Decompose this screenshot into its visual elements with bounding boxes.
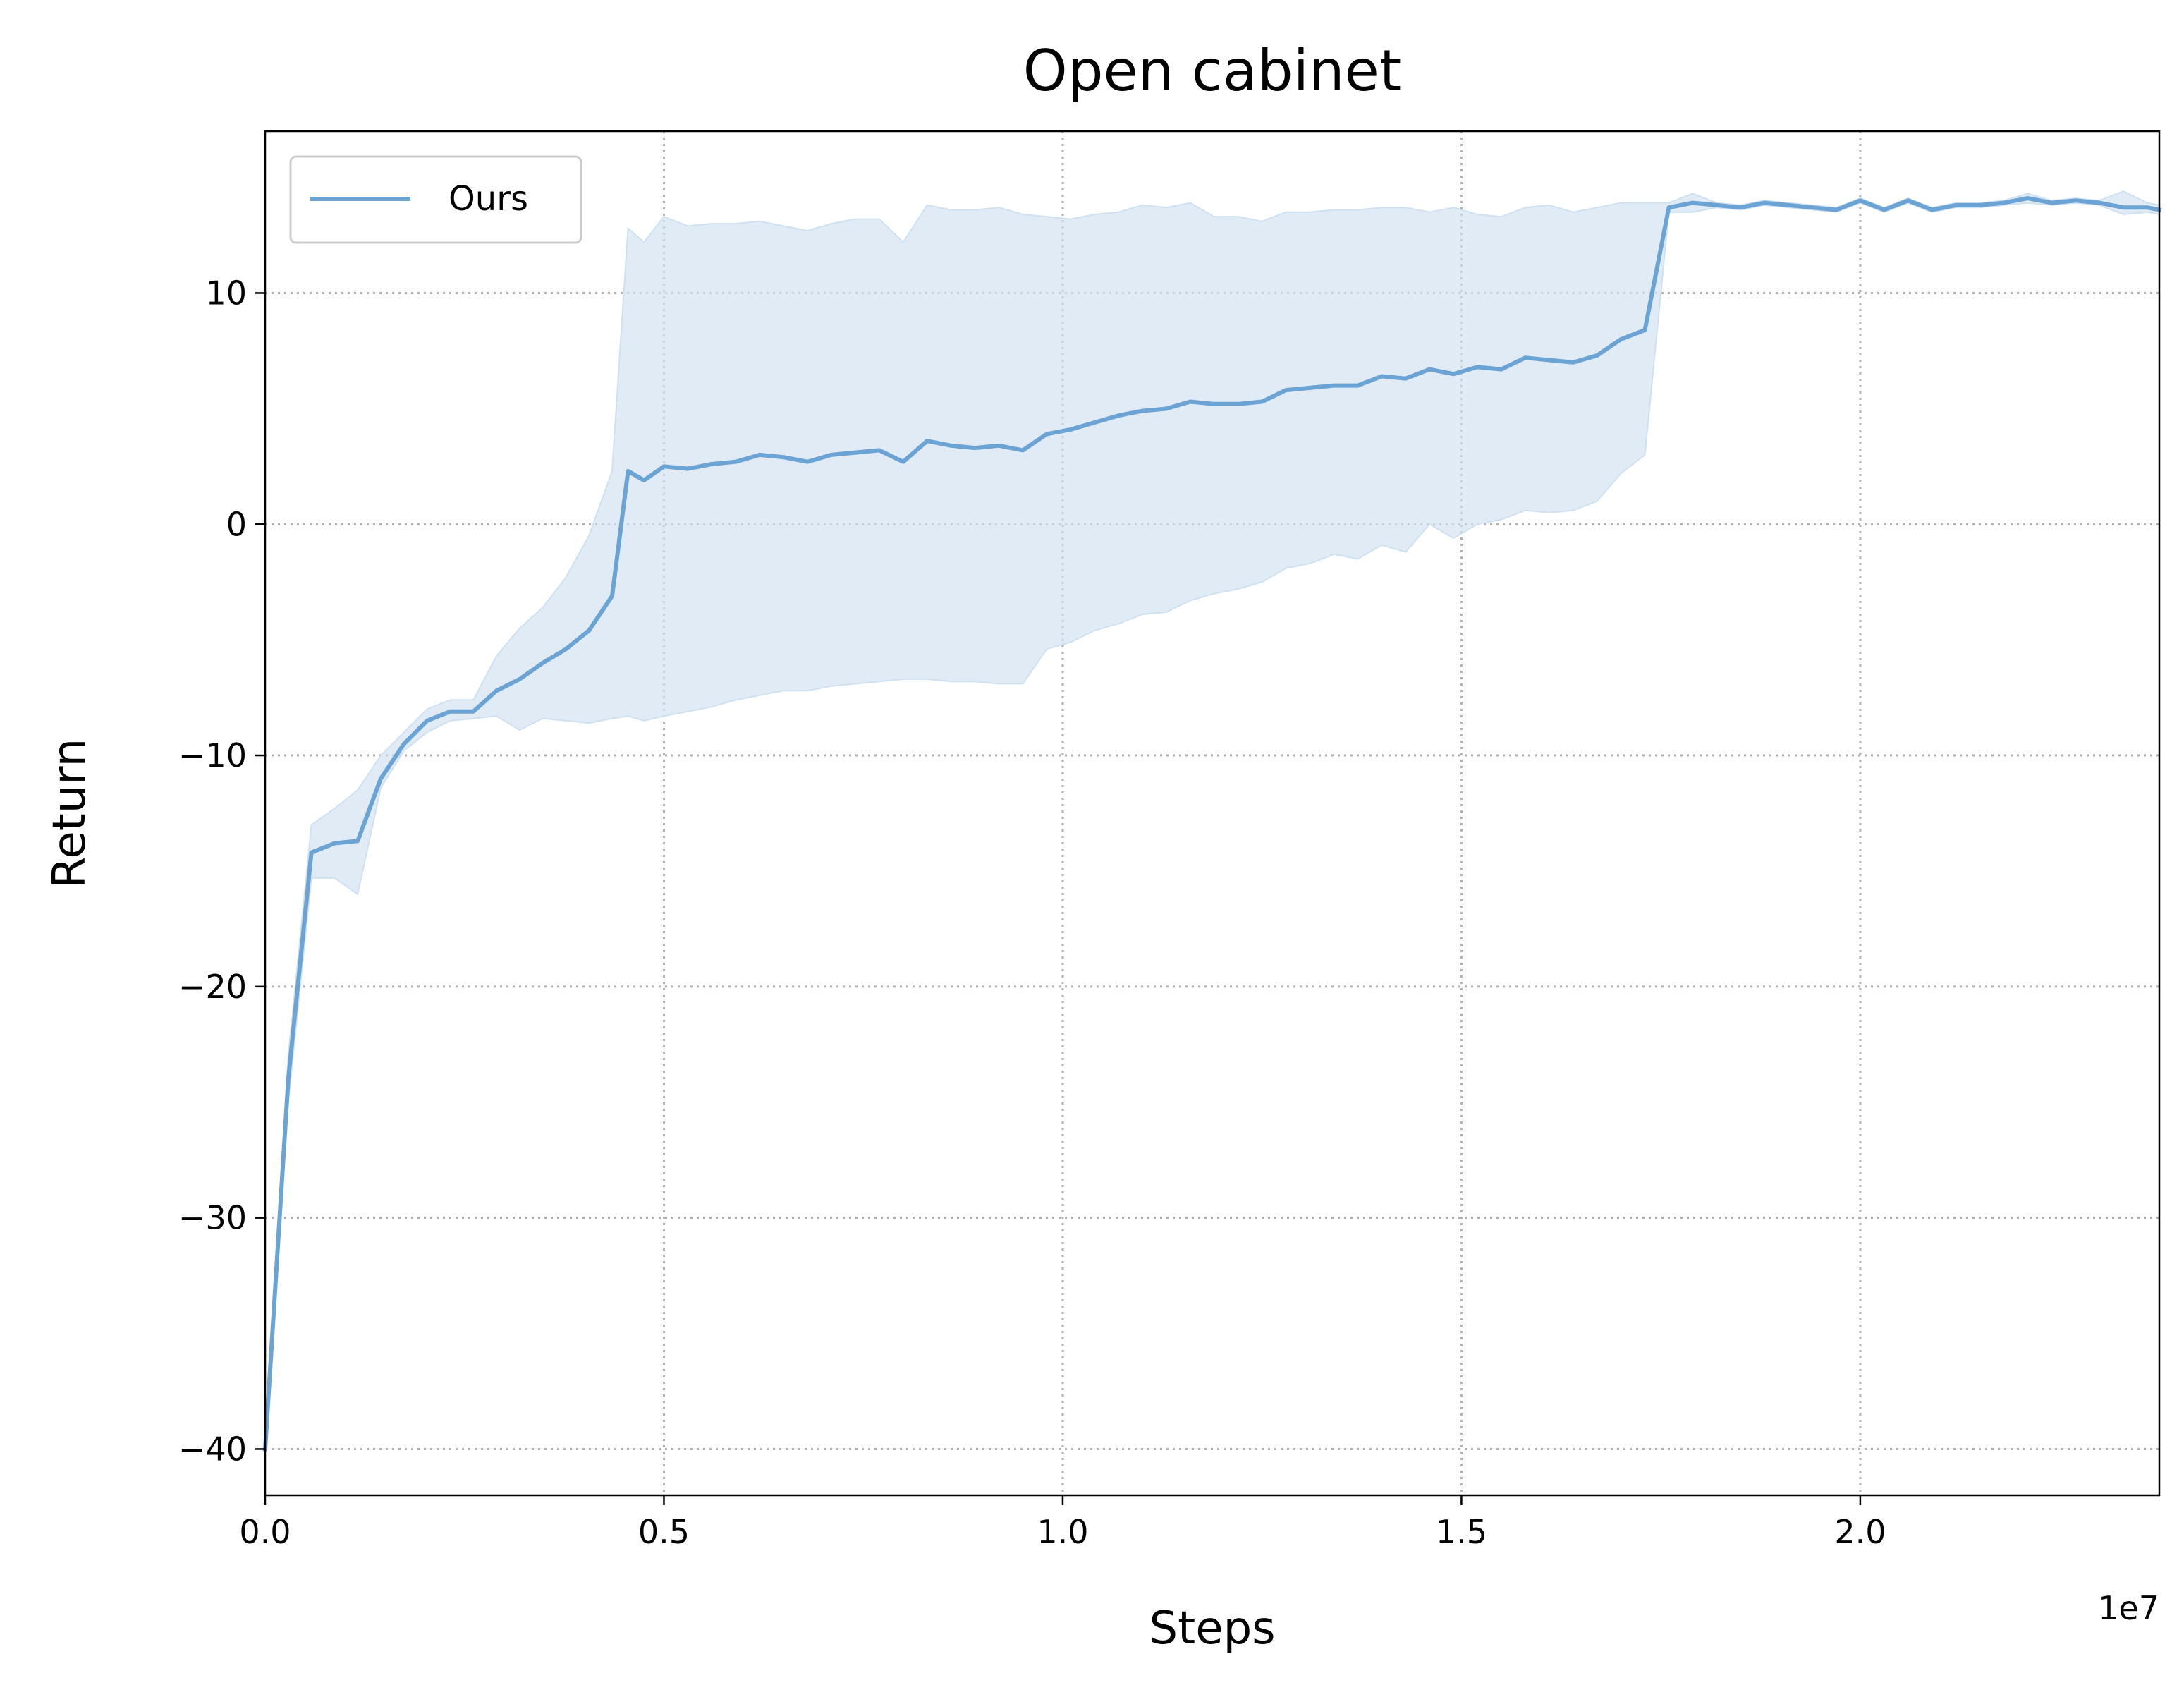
x-tick-label: 2.0	[1834, 1513, 1886, 1551]
x-tick-label: 1.0	[1037, 1513, 1088, 1551]
tick-marks	[255, 292, 1862, 1505]
y-tick-label: −10	[178, 736, 247, 774]
x-offset-label: 1e7	[2098, 1589, 2159, 1627]
y-tick-label: −40	[178, 1430, 247, 1468]
x-tick-label: 0.0	[239, 1513, 291, 1551]
y-tick-label: −20	[178, 968, 247, 1006]
legend-label: Ours	[449, 179, 528, 219]
legend: Ours	[289, 155, 582, 244]
plot-frame	[264, 130, 2161, 1497]
x-axis-label: Steps	[1149, 1602, 1275, 1655]
series-line-layer	[262, 196, 2162, 1452]
x-tick-label: 0.5	[638, 1513, 690, 1551]
y-tick-label: −30	[178, 1199, 247, 1237]
legend-box	[289, 155, 582, 244]
series-line-ours	[262, 196, 2162, 1452]
y-tick-label: 0	[226, 505, 247, 543]
y-tick-labels: −40 −30 −20 −10 0 10	[178, 274, 247, 1468]
y-tick-label: 10	[205, 274, 247, 312]
y-axis-label: Return	[44, 738, 96, 888]
x-tick-labels: 0.0 0.5 1.0 1.5 2.0	[239, 1513, 1886, 1551]
chart-title: Open cabinet	[1023, 38, 1401, 104]
x-tick-label: 1.5	[1436, 1513, 1487, 1551]
